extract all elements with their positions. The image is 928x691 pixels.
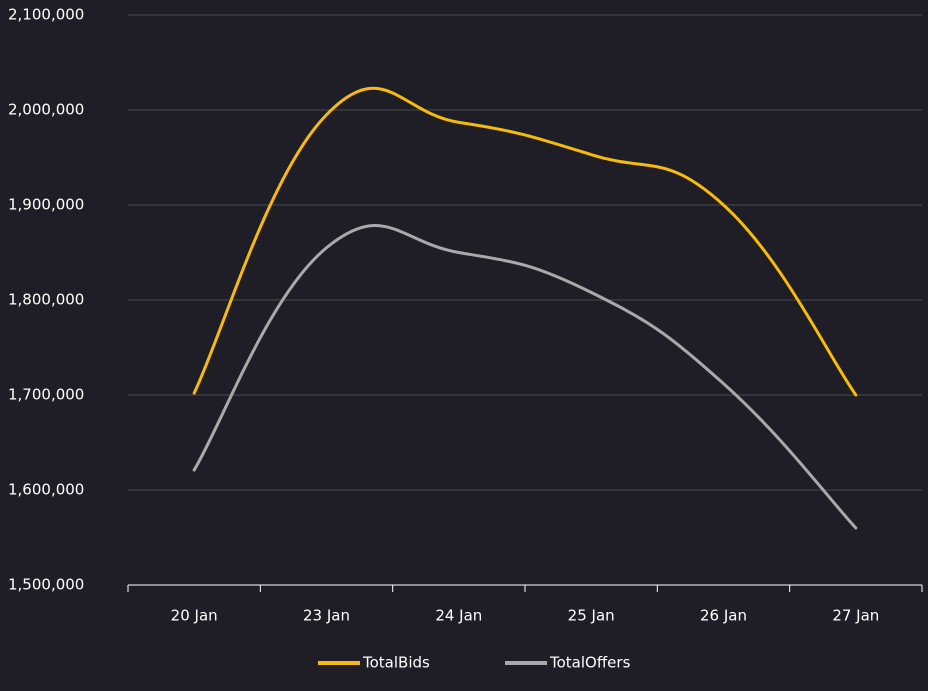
y-tick-label: 2,000,000	[8, 101, 84, 119]
series-line	[192, 224, 858, 530]
y-tick-label: 1,900,000	[8, 196, 84, 214]
y-tick-label: 1,700,000	[8, 386, 84, 404]
y-tick-label: 2,100,000	[8, 6, 84, 24]
series-line	[192, 86, 858, 397]
x-tick-label: 23 Jan	[303, 607, 350, 625]
y-tick-label: 1,600,000	[8, 481, 84, 499]
y-tick-label: 1,800,000	[8, 291, 84, 309]
legend-label: TotalBids	[362, 654, 430, 672]
x-tick-label: 25 Jan	[568, 607, 615, 625]
x-tick-label: 27 Jan	[832, 607, 879, 625]
y-tick-label: 1,500,000	[8, 576, 84, 594]
legend-label: TotalOffers	[549, 654, 631, 672]
x-tick-label: 24 Jan	[435, 607, 482, 625]
x-tick-label: 26 Jan	[700, 607, 747, 625]
x-tick-label: 20 Jan	[171, 607, 218, 625]
